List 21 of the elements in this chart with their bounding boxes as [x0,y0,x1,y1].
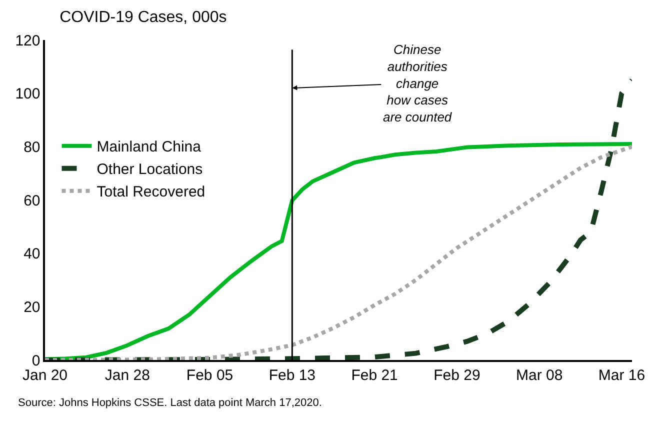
y-tick-label: 100 [15,86,40,103]
x-tick-label: Feb 29 [434,366,480,384]
legend-label: Mainland China [96,138,202,156]
x-tick-label: Feb 21 [351,366,398,384]
x-tick-label: Mar 08 [516,366,563,384]
legend-label: Other Locations [96,161,203,178]
x-tick-label: Jan 28 [104,366,150,384]
chart-title: COVID-19 Cases, 000s [60,8,227,26]
y-tick-label: 120 [15,32,40,50]
annotation: Chinese authorities change how cases are counted [383,42,452,125]
x-tick-label: Feb 13 [268,366,316,384]
x-tick-label: Jan 20 [22,366,68,384]
x-tick-label: Mar 16 [598,366,646,384]
source-note: Source: Johns Hopkins CSSE. Last data point March 17,2020. [18,397,322,409]
y-tick-label: 80 [24,138,40,156]
x-tick-label: Feb 05 [186,366,234,384]
y-tick-label: 60 [24,192,40,210]
y-tick-label: 20 [24,298,40,316]
legend-label: Total Recovered [96,184,206,201]
y-tick-label: 40 [24,246,40,263]
y-tick-label: 0 [32,352,40,370]
